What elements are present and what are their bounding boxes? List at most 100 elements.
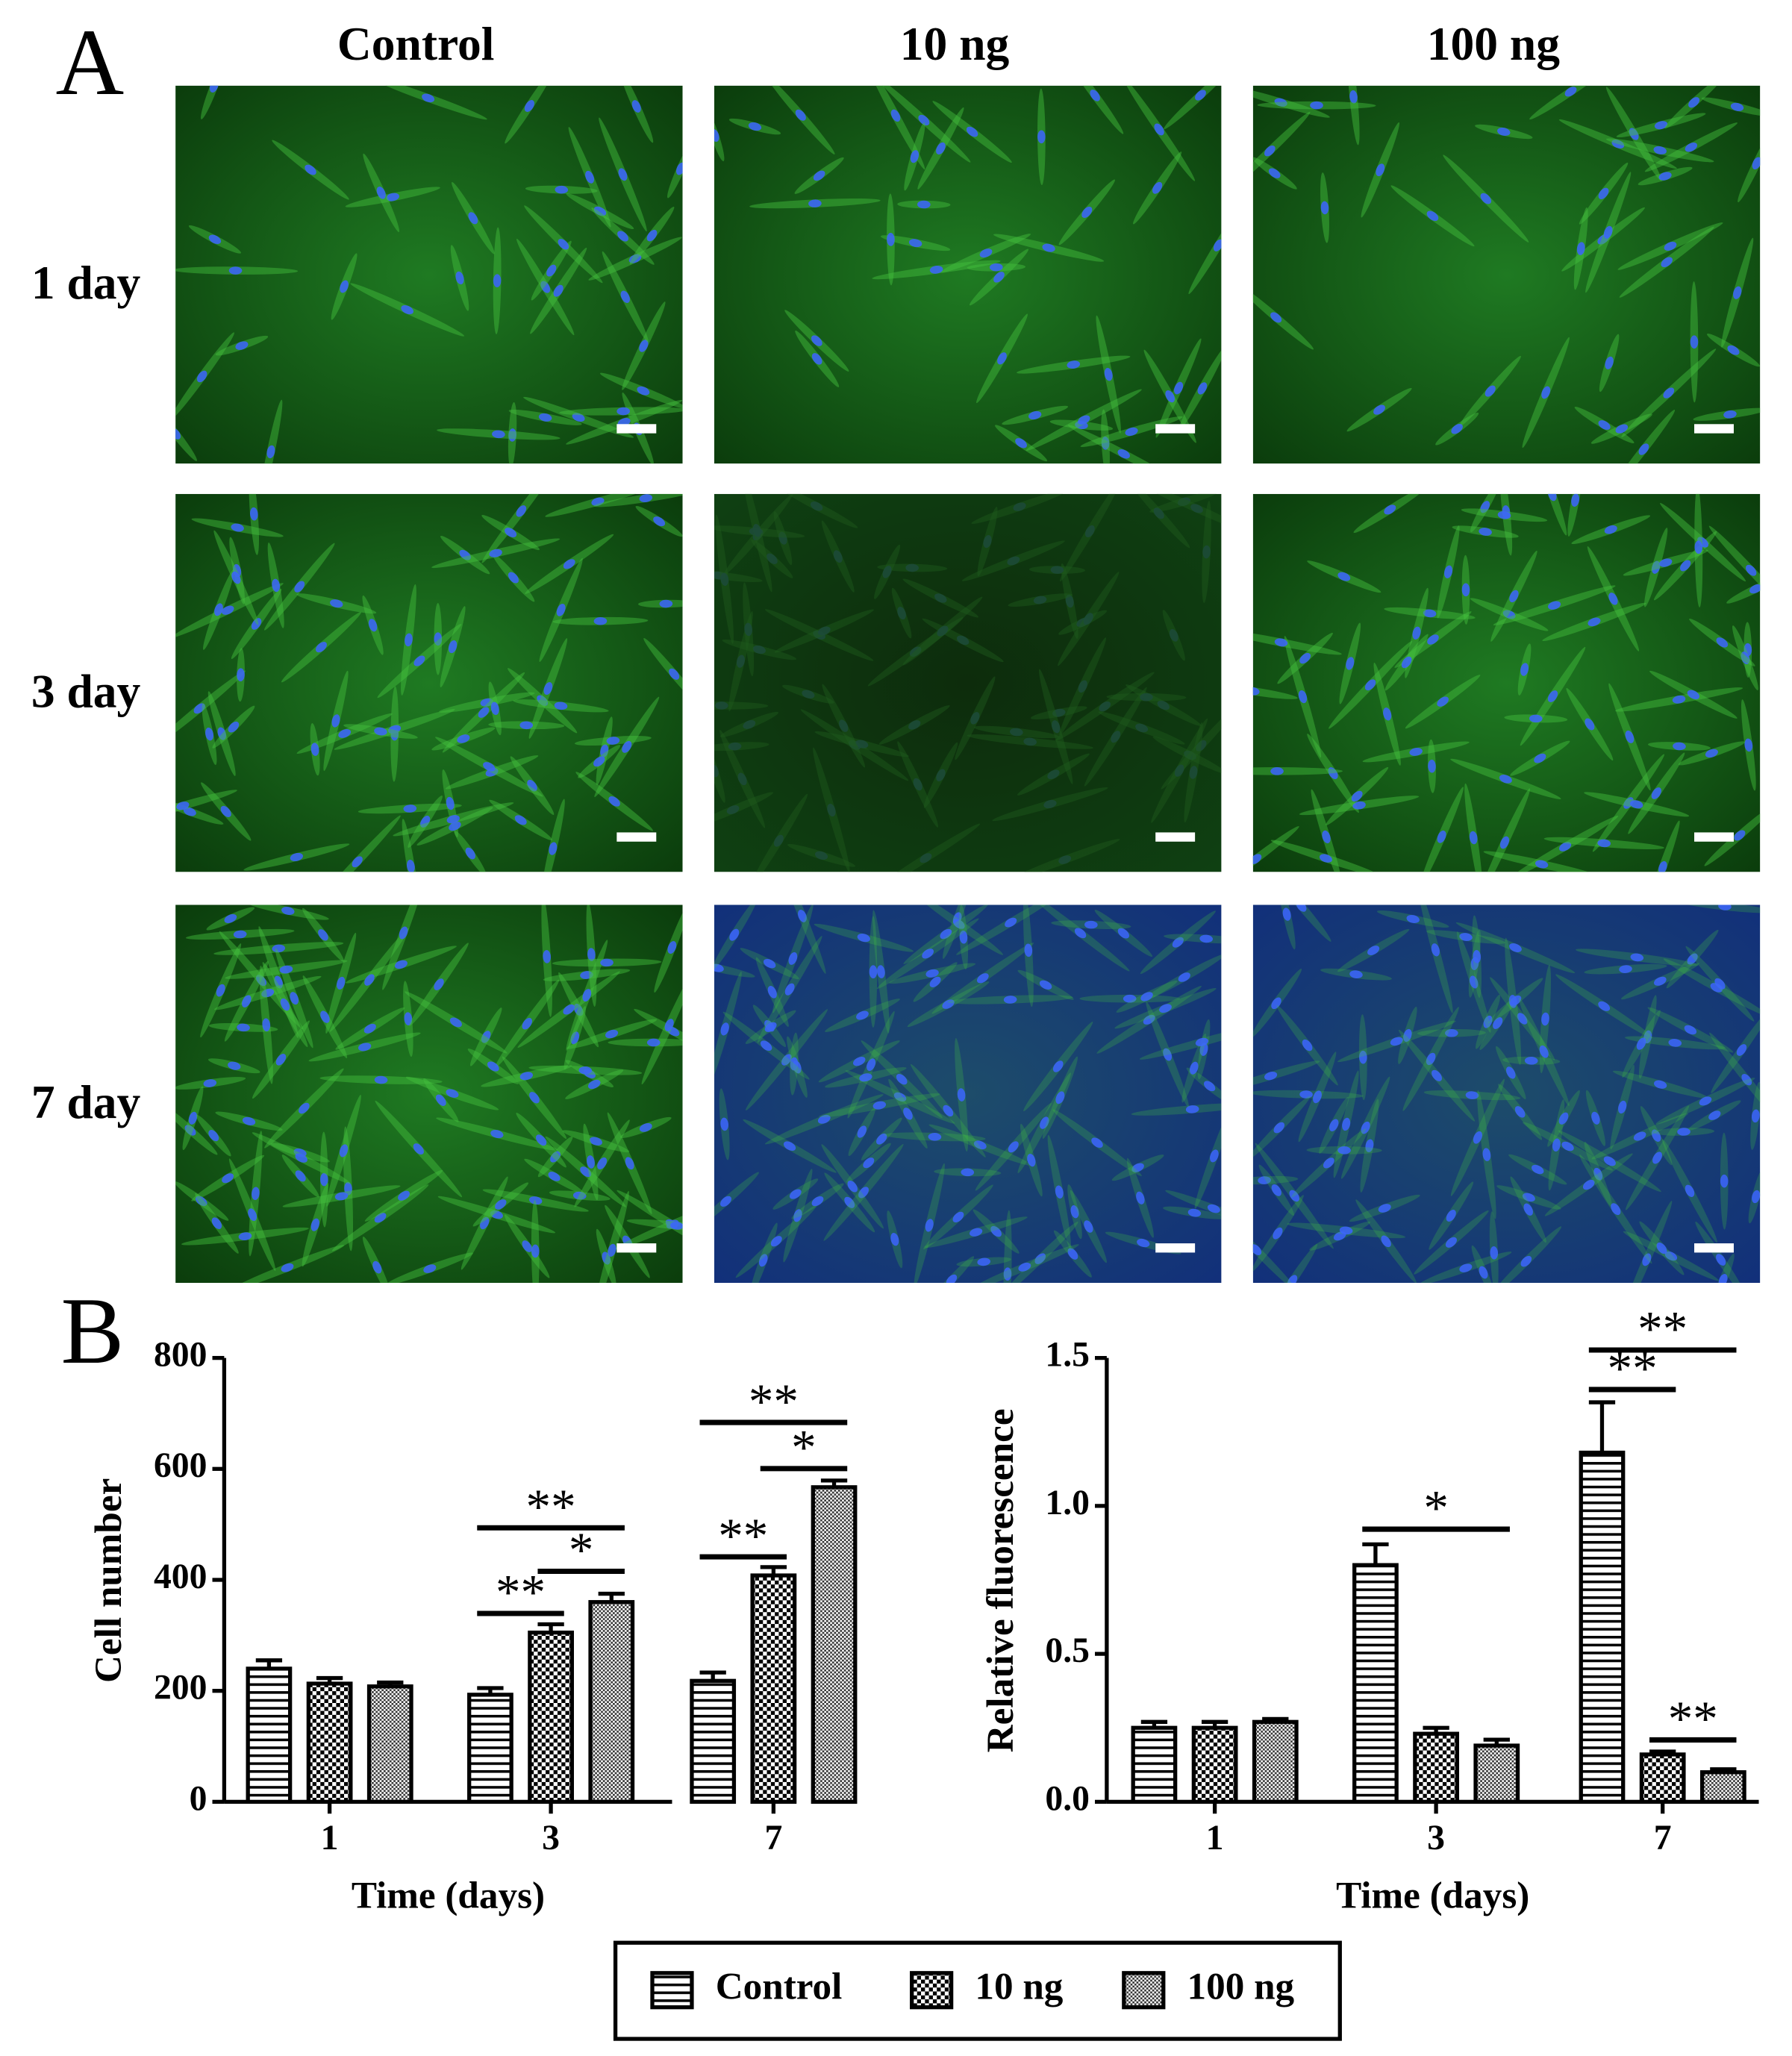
x-tick-label: 7 [1654, 1819, 1672, 1857]
nucleus [977, 1257, 991, 1266]
nucleus [925, 969, 939, 978]
nucleus [817, 1114, 831, 1124]
nucleus [1451, 423, 1463, 434]
nucleus [1349, 970, 1363, 979]
x-tick-label: 3 [1427, 1819, 1445, 1857]
nucleus [1548, 493, 1557, 501]
nucleus [1052, 708, 1066, 717]
nucleus [1352, 801, 1366, 810]
nucleus [1465, 1091, 1479, 1099]
nucleus [1337, 1146, 1351, 1154]
nucleus [1630, 800, 1643, 809]
nucleus [877, 965, 885, 978]
micrograph [175, 493, 683, 872]
nucleus [597, 1157, 608, 1169]
legend-label: 100 ng [1187, 1966, 1295, 2008]
nucleus [714, 764, 719, 778]
nucleus [1431, 943, 1440, 957]
nucleus [1653, 146, 1667, 154]
nucleus [1730, 102, 1744, 111]
nucleus [1117, 449, 1130, 459]
nucleus [1050, 566, 1064, 574]
nucleus [1677, 1128, 1690, 1136]
nucleus [781, 1054, 792, 1066]
column-header: Control [337, 17, 495, 70]
nucleus [176, 802, 190, 810]
nucleus [1111, 731, 1121, 743]
nucleus [214, 603, 223, 616]
nucleus [1033, 596, 1047, 604]
nucleus [720, 1022, 729, 1036]
nucleus [928, 1133, 942, 1141]
nucleus [882, 566, 892, 578]
nucleus [1047, 769, 1060, 780]
nucleus [1561, 1141, 1574, 1152]
nucleus [487, 1061, 499, 1072]
nucleus [1067, 360, 1081, 369]
nucleus [563, 1004, 575, 1015]
nucleus [946, 1274, 958, 1284]
nucleus [1328, 767, 1338, 780]
bar [1699, 1770, 1746, 1805]
nucleus [1749, 584, 1761, 594]
nucleus [406, 859, 415, 872]
nucleus [890, 1232, 899, 1246]
legend-label: 10 ng [975, 1966, 1063, 2008]
legend-label: Control [716, 1966, 843, 2008]
legend-box [613, 1940, 1342, 2041]
nucleus [811, 335, 822, 346]
nucleus [1169, 628, 1178, 642]
nucleus [310, 1218, 319, 1231]
nucleus [1736, 1044, 1747, 1056]
nucleus [401, 304, 414, 315]
bar [1579, 1450, 1626, 1805]
nucleus [1432, 1069, 1442, 1081]
nucleus [1469, 831, 1478, 845]
nucleus [778, 531, 787, 545]
nucleus [810, 501, 823, 511]
micrograph [175, 904, 683, 1284]
nucleus [531, 1244, 540, 1258]
nucleus [1052, 720, 1061, 734]
nucleus [480, 1216, 490, 1230]
nucleus [729, 928, 740, 941]
nucleus [833, 550, 843, 563]
column-header: 10 ng [900, 17, 1010, 70]
nucleus [1517, 1013, 1528, 1025]
nucleus [330, 599, 343, 608]
nucleus [1623, 797, 1634, 809]
nucleus [639, 494, 653, 502]
nucleus [808, 199, 822, 207]
nucleus [235, 341, 249, 350]
nucleus [1337, 572, 1351, 581]
nucleus [908, 239, 922, 248]
nucleus [1084, 525, 1095, 538]
nucleus [1213, 239, 1222, 251]
y-tick-label: 600 [154, 1446, 207, 1485]
nucleus [1699, 1096, 1712, 1106]
nucleus [639, 340, 649, 352]
bar [750, 1573, 797, 1805]
nucleus [813, 170, 825, 181]
nucleus [1040, 1116, 1049, 1129]
y-axis-label: Relative fluorescence [979, 1408, 1022, 1752]
nucleus [457, 734, 470, 743]
nucleus [233, 930, 247, 939]
nucleus [1313, 1090, 1322, 1104]
nucleus [1524, 1057, 1538, 1065]
nucleus [790, 1057, 799, 1071]
nucleus [1189, 766, 1198, 779]
nucleus [1445, 1237, 1457, 1248]
nucleus [1083, 613, 1093, 625]
nucleus [578, 1066, 593, 1075]
nucleus [1196, 740, 1207, 752]
nucleus [1333, 1231, 1346, 1241]
bar [366, 1684, 413, 1805]
nucleus [585, 170, 595, 184]
nucleus [449, 821, 461, 831]
nucleus [976, 973, 989, 984]
nucleus [1446, 1210, 1456, 1222]
nucleus [217, 727, 226, 740]
micrograph [1252, 493, 1761, 872]
nucleus [788, 952, 798, 965]
